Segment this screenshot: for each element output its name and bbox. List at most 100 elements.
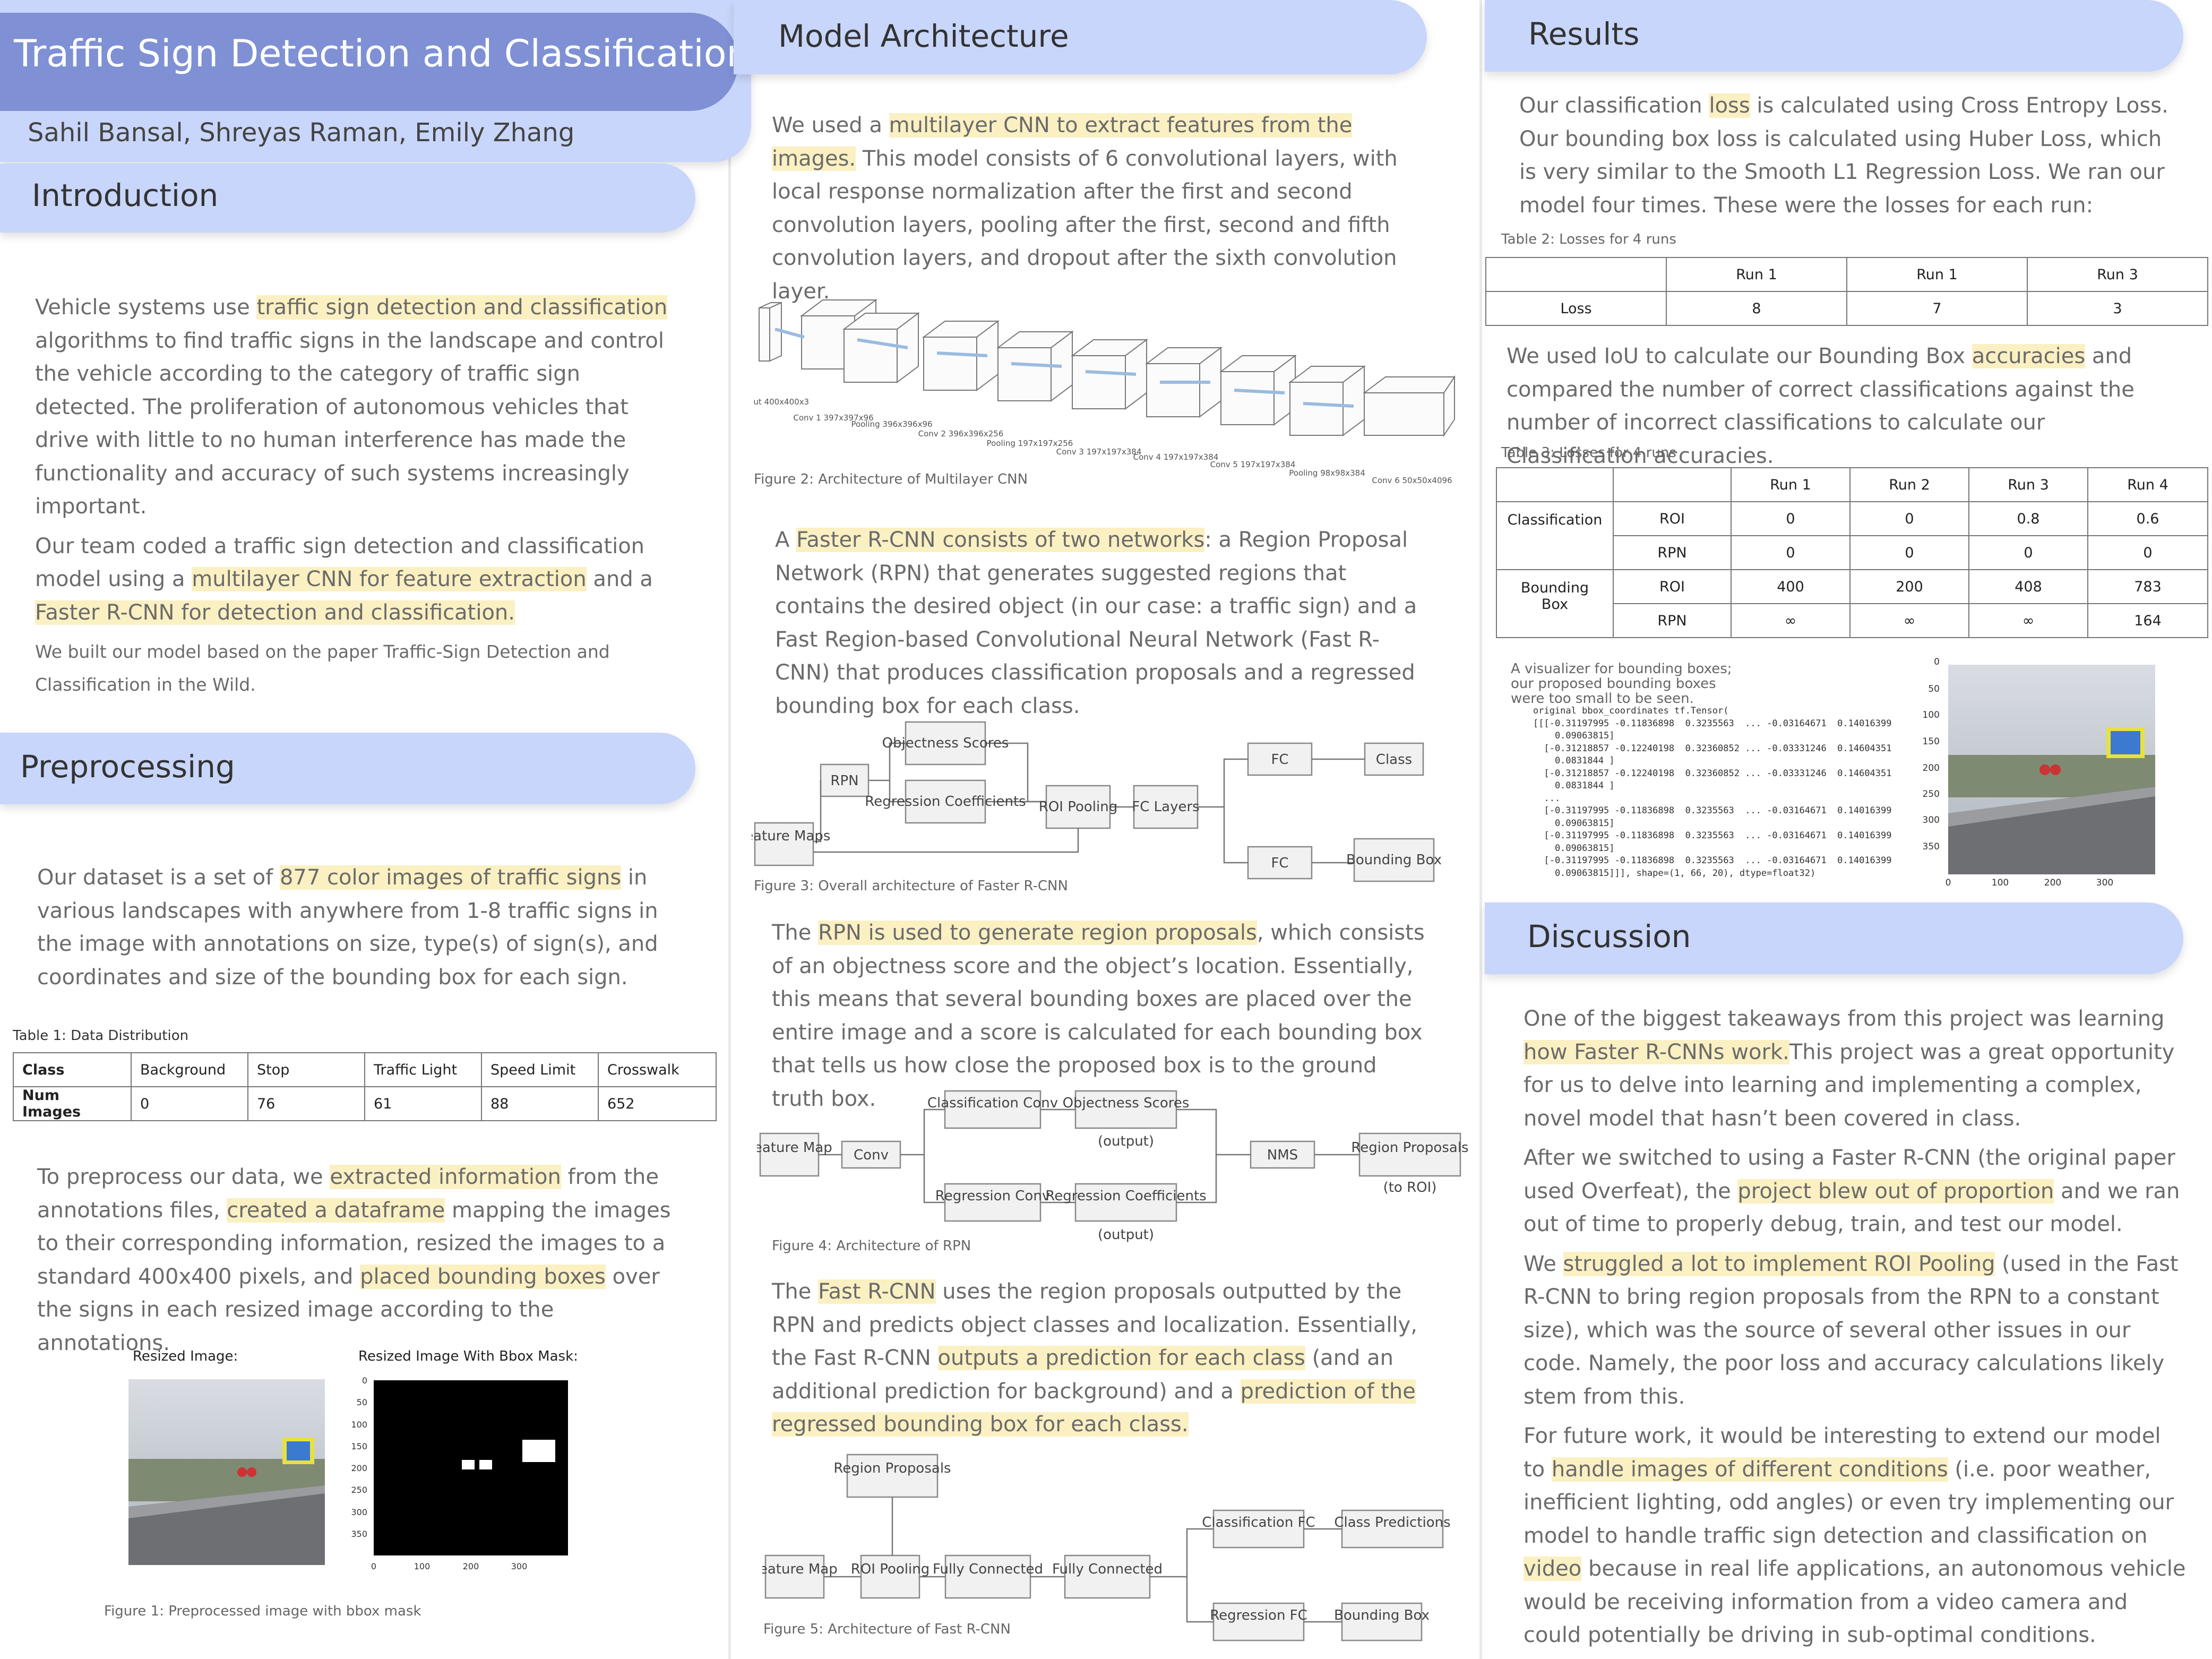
cnn-layer-label: Conv 5 197x197x384 — [1210, 460, 1296, 469]
highlight: struggled a lot to implement ROI Pooling — [1563, 1251, 1995, 1276]
highlight: Faster R-CNN for detection and classific… — [35, 600, 515, 625]
model-text-4: The Fast R-CNN uses the region proposals… — [772, 1275, 1430, 1448]
cnn-layer-label: Input 400x400x3 — [754, 397, 809, 407]
results-heading: Results — [1528, 16, 1640, 52]
cnn-layer-label: Pooling 396x396x96 — [851, 419, 932, 429]
results-heading-banner: Results — [1485, 0, 2183, 72]
table-cell: Classification — [1496, 501, 1614, 570]
table-cell: ROI — [1613, 569, 1732, 604]
table-cell — [1485, 257, 1667, 292]
results-text-2: We used IoU to calculate our Bounding Bo… — [1507, 340, 2191, 479]
diagram-label: Fully Connected — [933, 1561, 1043, 1577]
text-run: mapping the images to their correspondin… — [37, 1198, 671, 1289]
axis-tick: 0 — [1934, 657, 1940, 667]
figure1-caption: Figure 1: Preprocessed image with bbox m… — [104, 1603, 421, 1619]
diagram-label: Regression Coefficients — [1045, 1188, 1206, 1204]
table-cell: Run 4 — [2087, 467, 2208, 502]
diagram-label: Regression Conv — [935, 1188, 1050, 1204]
diagram-label: FC Layers — [1132, 799, 1199, 815]
table-cell: 164 — [2087, 603, 2208, 638]
table-cell: Crosswalk — [598, 1052, 717, 1087]
diagram-label: (output) — [1098, 1133, 1154, 1149]
code-line: original bbox_coordinates tf.Tensor( — [1533, 706, 1729, 716]
text-run: and a — [586, 567, 653, 591]
table-cell: Class — [13, 1052, 132, 1087]
diagram-label: (output) — [1098, 1227, 1154, 1242]
table-cell: Background — [131, 1052, 248, 1087]
cnn-architecture-diagram: Input 400x400x3 Conv 1 397x397x96 Poolin… — [754, 299, 1456, 485]
discussion-paragraph-2: After we switched to using a Faster R-CN… — [1524, 1141, 2187, 1241]
diagram-label: ROI Pooling — [1039, 799, 1117, 815]
axis-tick: 100 — [414, 1561, 431, 1571]
code-line: 0.09063815]]], shape=(1, 66, 20), dtype=… — [1533, 867, 1816, 879]
table-row: Num Images 0 76 61 88 652 — [13, 1086, 717, 1121]
preprocessing-text-1: Our dataset is a set of 877 color images… — [37, 861, 685, 1000]
preprocessing-heading-banner: Preprocessing — [0, 733, 695, 804]
text-run: (and an additional prediction for backgr… — [772, 1346, 1394, 1404]
model-heading-banner: Model Architecture — [734, 0, 1427, 74]
intro-paragraph-3: We built our model based on the paper Tr… — [35, 641, 610, 695]
column-divider-1 — [728, 0, 731, 1659]
rpn-diagram: Feature Map Conv Classification Conv Reg… — [757, 1090, 1468, 1242]
table-cell: ∞ — [1731, 603, 1850, 638]
text-run: This project was a great opportunity for… — [1524, 1039, 2175, 1131]
diagram-label: (to ROI) — [1383, 1180, 1437, 1196]
table-cell: 0 — [131, 1086, 248, 1121]
data-distribution-table: Class Background Stop Traffic Light Spee… — [13, 1052, 717, 1121]
table-cell: 61 — [364, 1086, 482, 1121]
table-cell: 400 — [1731, 569, 1850, 604]
axis-tick: 200 — [2044, 878, 2061, 888]
diagram-label: RPN — [830, 773, 858, 789]
table-cell: Loss — [1485, 291, 1667, 326]
text-run: : a Region Proposal Network (RPN) that g… — [775, 528, 1417, 718]
table-cell: Speed Limit — [481, 1052, 599, 1087]
text-run: in various landscapes with anywhere from… — [37, 865, 658, 990]
table-cell: Traffic Light — [364, 1052, 482, 1087]
table-cell: RPN — [1613, 603, 1732, 638]
text-run: For future work, it would be interesting… — [1524, 1424, 2161, 1482]
highlight: extracted information — [330, 1165, 561, 1189]
model-text-2: A Faster R-CNN consists of two networks:… — [775, 523, 1428, 729]
table-cell: 652 — [598, 1086, 717, 1121]
table-cell — [1613, 467, 1732, 502]
diagram-label: Objectness Scores — [1063, 1095, 1190, 1111]
discussion-paragraph-3: We struggled a lot to implement ROI Pool… — [1524, 1248, 2187, 1414]
highlight: RPN is used to generate region proposals — [818, 921, 1257, 945]
code-line: [-0.31197995 -0.11836898 0.3235563 ... -… — [1533, 830, 1892, 841]
table-header-row: Run 1 Run 2 Run 3 Run 4 — [1496, 467, 2208, 502]
highlight: created a dataframe — [227, 1198, 445, 1223]
table-cell: 0 — [1731, 535, 1850, 570]
table-cell: 0 — [1849, 501, 1969, 536]
diagram-label: NMS — [1267, 1147, 1298, 1163]
model-paragraph-1: We used a multilayer CNN to extract feat… — [772, 109, 1430, 308]
model-paragraph-3: The RPN is used to generate region propo… — [772, 916, 1430, 1115]
discussion-text: One of the biggest takeaways from this p… — [1524, 1002, 2187, 1658]
table1-caption: Table 1: Data Distribution — [13, 1028, 189, 1044]
table-cell: Run 1 — [1666, 257, 1847, 292]
introduction-heading-banner: Introduction — [0, 164, 695, 233]
axis-tick: 250 — [1923, 789, 1940, 800]
text-run: Our classification — [1519, 93, 1709, 118]
table-cell: 0.6 — [2087, 501, 2208, 536]
code-line: ... — [1533, 793, 1561, 804]
text-run: One of the biggest takeaways from this p… — [1524, 1007, 2165, 1031]
cnn-layer-label: Pooling 98x98x384 — [1289, 468, 1365, 478]
diagram-label: Regression FC — [1210, 1608, 1307, 1623]
diagram-label: ROI Pooling — [851, 1561, 929, 1577]
model-paragraph-4: The Fast R-CNN uses the region proposals… — [772, 1275, 1430, 1441]
table-cell: 0 — [1849, 535, 1969, 570]
highlight: traffic sign detection and classificatio… — [256, 295, 668, 320]
table-row: Loss 8 7 3 — [1485, 291, 2208, 326]
text-run: The — [772, 921, 819, 945]
table-row: RPN 0 0 0 0 — [1496, 535, 2208, 570]
table-cell: Run 3 — [2027, 257, 2208, 292]
preprocessing-text-2: To preprocess our data, we extracted inf… — [37, 1161, 685, 1366]
introduction-heading: Introduction — [32, 177, 219, 213]
faster-rcnn-diagram: Feature Maps RPN Objectness Scores Regre… — [752, 721, 1442, 882]
cnn-layer-label: Pooling 197x197x256 — [987, 439, 1073, 448]
poster-authors: Sahil Bansal, Shreyas Raman, Emily Zhang — [28, 118, 575, 148]
table-row: Bounding Box ROI 400 200 408 783 — [1496, 569, 2208, 638]
table-header-row: Class Background Stop Traffic Light Spee… — [13, 1052, 717, 1087]
discussion-heading: Discussion — [1527, 918, 1691, 955]
table-cell: 0.8 — [1968, 501, 2088, 536]
